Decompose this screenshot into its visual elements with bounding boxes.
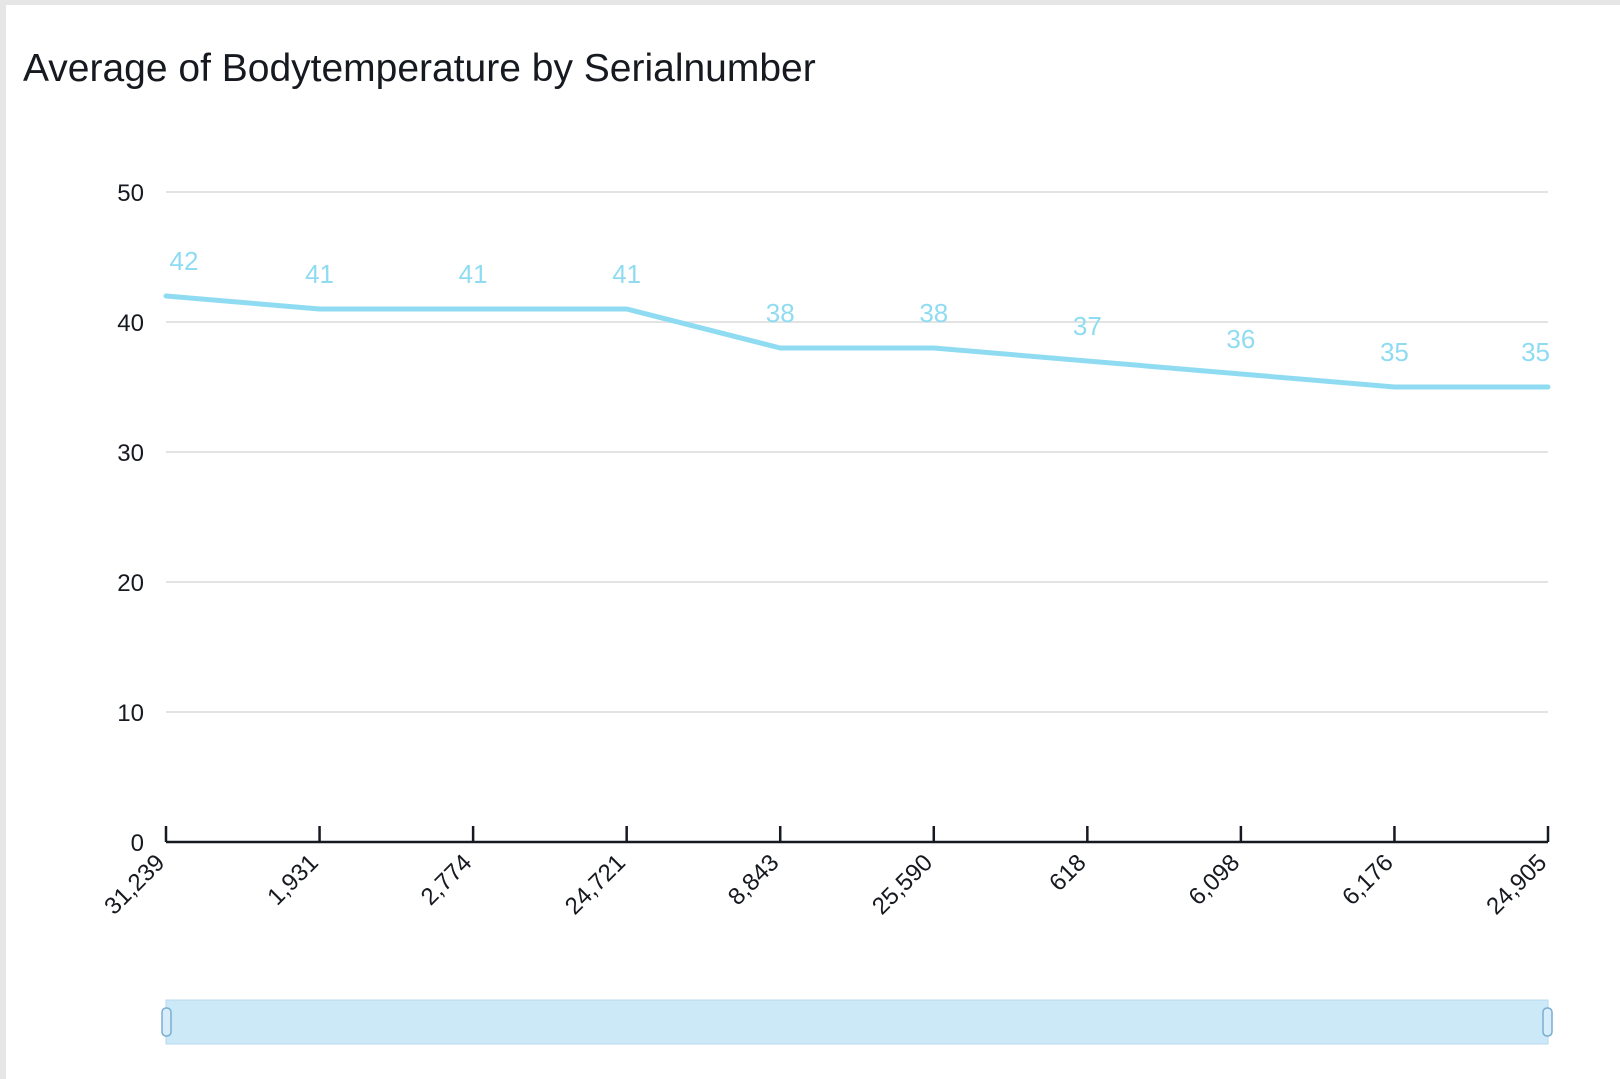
series-line-layer	[163, 293, 1551, 390]
data-label: 36	[1226, 324, 1255, 354]
x-axis: 31,239 1,931 2,774 24,721 8,843 25,590 618 6,09…	[99, 826, 1552, 920]
gridlines	[166, 191, 1548, 713]
data-labels: 42 41 41 41 38 38 37 36 35 35	[170, 246, 1550, 367]
x-tick-label: 24,905	[1481, 849, 1552, 920]
y-tick-label: 40	[117, 310, 144, 337]
x-tick-label: 24,721	[560, 849, 631, 920]
x-tick-label: 1,931	[262, 849, 324, 911]
scrollbar-track[interactable]	[165, 999, 1549, 1045]
y-axis: 0 10 20 30 40 50	[117, 180, 144, 857]
data-label: 41	[459, 259, 488, 289]
x-tick-label: 6,176	[1337, 849, 1399, 911]
chart-panel	[6, 5, 1620, 1079]
data-label: 42	[170, 246, 199, 276]
data-label: 41	[305, 259, 334, 289]
data-label: 37	[1073, 311, 1102, 341]
y-tick-label: 50	[117, 180, 144, 207]
x-tick-label: 618	[1044, 849, 1091, 896]
data-label: 35	[1521, 337, 1550, 367]
range-scrollbar[interactable]	[161, 999, 1553, 1045]
y-tick-label: 10	[117, 700, 144, 727]
scrollbar-handle-left[interactable]	[161, 1007, 172, 1037]
data-label: 35	[1380, 337, 1409, 367]
y-tick-label: 0	[131, 830, 144, 857]
y-tick-label: 20	[117, 570, 144, 597]
y-tick-label: 30	[117, 440, 144, 467]
x-tick-label: 25,590	[867, 849, 938, 920]
series-line	[163, 293, 1551, 390]
x-tick-label: 6,098	[1184, 849, 1246, 911]
data-label: 38	[919, 298, 948, 328]
chart-title: Average of Bodytemperature by Serialnumb…	[23, 47, 816, 90]
x-tick-label: 2,774	[416, 849, 478, 911]
x-tick-label: 8,843	[723, 849, 785, 911]
scrollbar-handle-right[interactable]	[1542, 1007, 1553, 1037]
x-tick-label: 31,239	[99, 849, 170, 920]
data-label: 38	[766, 298, 795, 328]
data-label: 41	[612, 259, 641, 289]
